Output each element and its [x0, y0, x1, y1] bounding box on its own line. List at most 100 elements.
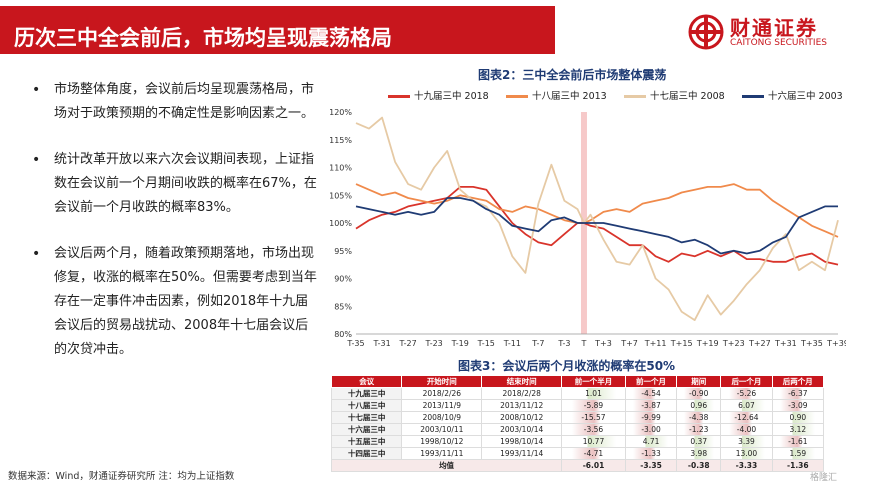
table-cell: 十七届三中: [330, 411, 403, 424]
x-tick-label: T+35: [800, 339, 823, 348]
series-line: [355, 116, 839, 322]
chart-legend: 十九届三中 2018 十八届三中 2013 十七届三中 2008 十六届三中 2…: [388, 88, 868, 102]
table-header-cell: 结束时间: [481, 375, 563, 388]
legend-item: 十九届三中 2018: [388, 88, 489, 102]
page-title: 历次三中全会前后，市场均呈现震荡格局: [14, 26, 392, 50]
x-tick-label: T+27: [748, 339, 771, 348]
chart-title: 图表2：三中全会前后市场整体震荡: [478, 68, 667, 82]
table-cell: 3.39: [720, 435, 773, 448]
table-cell: 10.77: [561, 435, 626, 448]
table-cell: 十八届三中: [330, 399, 403, 412]
table-cell: 均值: [330, 459, 563, 472]
title-band: 历次三中全会前后，市场均呈现震荡格局: [0, 6, 555, 54]
table-cell: -5.89: [561, 399, 626, 412]
bullet-list: 市场整体角度，会议前后均呈现震荡格局，市场对于政策预期的不确定性是影响因素之一。…: [30, 78, 320, 384]
header-bar: 历次三中全会前后，市场均呈现震荡格局 财通证券 CAITONG SECURITI…: [0, 0, 870, 62]
table-cell: -3.00: [624, 423, 678, 436]
x-tick-label: T-3: [557, 339, 570, 348]
x-tick-label: T+7: [620, 339, 638, 348]
table-cell: -4.71: [561, 447, 626, 460]
brand-name: 财通证券: [730, 16, 818, 40]
history-table: 会议 开始时间 结束时间 前一个半月 前一个月 期间 后一个月 后两个月 十九届三中 2018/…: [330, 375, 825, 472]
table-cell: 2013/11/12: [481, 399, 563, 412]
series-line: [355, 197, 838, 255]
table-cell: 2003/10/14: [481, 423, 563, 436]
y-tick-label: 115%: [329, 136, 352, 145]
y-tick-label: 95%: [334, 247, 352, 256]
y-tick-label: 85%: [334, 302, 352, 311]
table-cell: 1998/10/14: [481, 435, 563, 448]
table-avg-row: 均值 -6.01 -3.35 -0.38 -3.33 -1.36: [330, 459, 825, 472]
x-tick-label: T+31: [774, 339, 797, 348]
watermark: 格隆汇: [810, 473, 838, 483]
table-cell: -6.37: [771, 387, 825, 400]
table-cell: -1.33: [624, 447, 678, 460]
table-row: 十九届三中 2018/2/26 2018/2/28 1.01 -4.54 -0.90 -5.…: [330, 387, 825, 400]
y-tick-label: 80%: [334, 330, 352, 339]
legend-swatch-icon: [742, 95, 764, 98]
x-tick-label: T: [581, 339, 587, 348]
line-chart: 80% 85% 90% 95% 100% 105% 110% 115% 120% T-35 T-31…: [329, 108, 846, 348]
table-cell: -3.56: [561, 423, 626, 436]
bullet-item: 统计改革开放以来六次会议期间表现，上证指数在会议前一个月期间收跌的概率在67%，…: [30, 148, 320, 220]
table-header-cell: 前一个月: [624, 375, 678, 388]
brand-logo: 财通证券 CAITONG SECURITIES: [688, 12, 868, 54]
table-cell: 十五届三中: [330, 435, 403, 448]
table-title: 图表3：会议后两个月收涨的概率在50%: [458, 359, 676, 373]
legend-label: 十八届三中 2013: [532, 91, 607, 102]
table-cell: 1993/11/14: [481, 447, 563, 460]
table-cell: 2008/10/9: [401, 411, 483, 424]
x-tick-label: T-31: [372, 339, 390, 348]
table-cell: 2018/2/26: [401, 387, 483, 400]
table-cell: 0.90: [771, 411, 825, 424]
x-tick-label: T+11: [644, 339, 667, 348]
table-cell: -6.01: [561, 459, 626, 472]
table-cell: -3.35: [624, 459, 678, 472]
legend-swatch-icon: [388, 95, 410, 98]
table-cell: 2003/10/11: [401, 423, 483, 436]
series-line: [355, 186, 839, 266]
table-header-cell: 开始时间: [401, 375, 483, 388]
x-tick-label: T+19: [696, 339, 719, 348]
table-cell: 3.98: [676, 447, 722, 460]
table-header-cell: 后两个月: [771, 375, 825, 388]
table-cell: -4.54: [624, 387, 678, 400]
y-tick-label: 110%: [329, 164, 352, 173]
table-cell: 十九届三中: [330, 387, 403, 400]
legend-item: 十六届三中 2003: [742, 88, 843, 102]
x-tick-label: T-23: [425, 339, 443, 348]
y-tick-label: 105%: [329, 191, 352, 200]
table-cell: 2008/10/12: [481, 411, 563, 424]
y-tick-label: 120%: [329, 108, 352, 117]
table-cell: -1.61: [771, 435, 825, 448]
table-cell: -3.33: [720, 459, 773, 472]
x-tick-label: T-7: [531, 339, 544, 348]
table-cell: 0.37: [676, 435, 722, 448]
y-tick-label: 100%: [329, 219, 352, 228]
x-tick-label: T-27: [398, 339, 416, 348]
legend-label: 十七届三中 2008: [650, 91, 725, 102]
legend-swatch-icon: [506, 95, 528, 98]
legend-swatch-icon: [624, 95, 646, 98]
brand-name-en: CAITONG SECURITIES: [730, 38, 827, 48]
x-tick-label: T+3: [594, 339, 612, 348]
series-line: [355, 183, 839, 238]
table-cell: -3.09: [771, 399, 825, 412]
legend-label: 十九届三中 2018: [414, 91, 489, 102]
table-cell: 3.12: [771, 423, 825, 436]
table-cell: 1.01: [561, 387, 626, 400]
table-cell: -4.38: [676, 411, 722, 424]
table-row: 十七届三中 2008/10/9 2008/10/12 -15.57 -9.99 -4.38…: [330, 411, 825, 424]
table-cell: 1993/11/11: [401, 447, 483, 460]
table-row: 十六届三中 2003/10/11 2003/10/14 -3.56 -3.00 -1.23…: [330, 423, 825, 436]
x-tick-label: T-35: [346, 339, 364, 348]
table-cell: -0.90: [676, 387, 722, 400]
table-header-cell: 前一个半月: [561, 375, 626, 388]
table-cell: -5.26: [720, 387, 773, 400]
table-cell: -4.00: [720, 423, 773, 436]
table-cell: -3.87: [624, 399, 678, 412]
table-cell: 2013/11/9: [401, 399, 483, 412]
table-cell: 2018/2/28: [481, 387, 563, 400]
table-cell: -15.57: [561, 411, 626, 424]
